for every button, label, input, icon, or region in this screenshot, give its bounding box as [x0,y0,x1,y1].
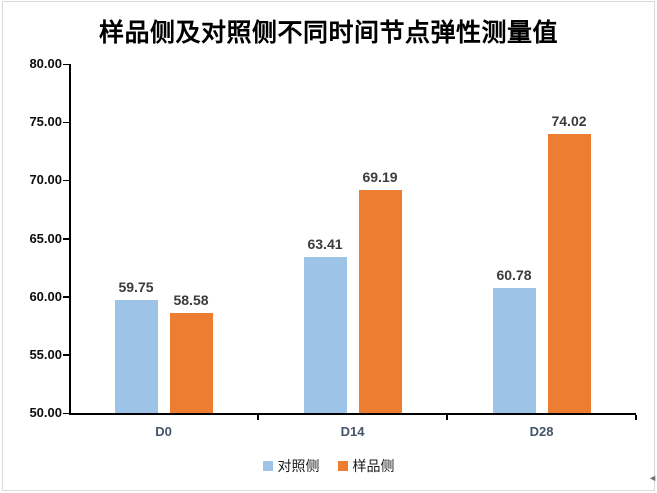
y-tick-label: 60.00 [29,288,62,304]
y-tick-label: 65.00 [29,230,62,246]
chart-title: 样品侧及对照侧不同时间节点弹性测量值 [98,20,558,47]
bar-value-label: 74.02 [551,112,587,129]
x-tick-mark [635,415,637,420]
y-tick-mark [63,354,69,356]
y-tick-label: 50.00 [29,405,62,420]
bar-D0-series-0 [114,299,158,413]
bar-D28-series-1 [547,133,591,413]
legend: 对照侧 样品侧 [0,456,657,476]
legend-item: 对照侧 [262,456,320,476]
y-tick-mark [63,296,69,298]
bar-value-label: 58.58 [173,292,209,309]
scroll-arrow-icon: ◄ [648,473,657,483]
y-axis-line [69,64,71,413]
y-tick-mark [63,121,69,124]
legend-swatch-icon [337,461,348,471]
x-tick-mark [257,415,259,420]
legend-label: 对照侧 [277,458,320,474]
category-label-D14: D14 [340,424,365,439]
bar-D28-series-0 [492,287,536,413]
category-label-D0: D0 [155,424,172,439]
x-axis-line [69,413,636,415]
bar-value-label: 69.19 [362,168,398,185]
category-label-D28: D28 [529,424,554,439]
bar-D14-series-1 [358,189,402,413]
legend-swatch-icon [262,461,273,471]
y-tick-mark [63,179,69,182]
legend-item: 样品侧 [337,456,395,476]
y-tick-mark [63,238,69,240]
y-tick-label: 55.00 [29,346,62,362]
bar-value-label: 63.41 [307,235,343,252]
bar-D14-series-0 [303,256,347,413]
bar-D0-series-1 [169,313,213,413]
bar-value-label: 59.75 [118,278,154,295]
y-tick-mark [63,63,69,65]
y-tick-label: 70.00 [29,172,62,188]
bar-value-label: 60.78 [496,266,532,283]
x-tick-mark [446,415,448,420]
y-tick-label: 80.00 [29,56,62,71]
legend-label: 样品侧 [352,458,395,474]
y-tick-mark [63,412,69,414]
y-tick-label: 75.00 [29,114,62,130]
